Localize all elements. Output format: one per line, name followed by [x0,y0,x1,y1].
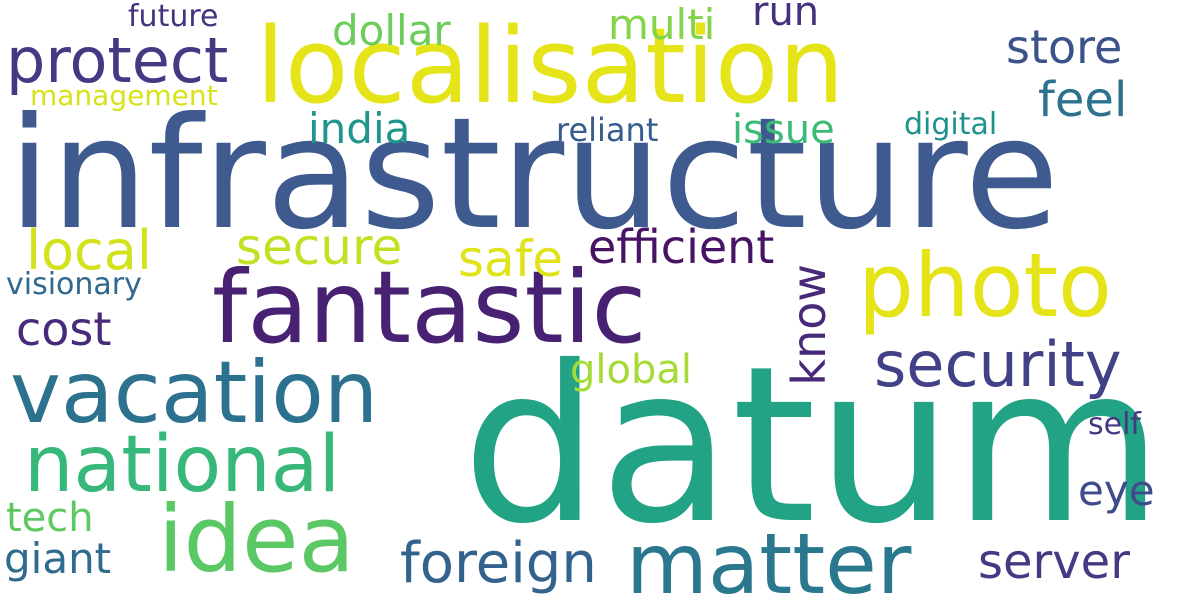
word-safe: safe [458,230,564,288]
word-visionary: visionary [6,267,142,302]
word-matter: matter [626,515,912,600]
word-localisation: localisation [256,5,845,127]
word-local: local [26,219,152,282]
word-issue: issue [732,107,835,153]
word-idea: idea [158,486,355,593]
word-national: national [24,420,341,510]
word-india: india [308,104,411,153]
word-infrastructure: infrastructure [8,85,1060,264]
word-efficient: efficient [588,220,775,274]
word-server: server [978,534,1130,590]
word-management: management [30,79,218,112]
word-photo: photo [858,234,1112,337]
word-future: future [128,0,219,34]
word-multi: multi [608,0,716,49]
word-self: self [1088,407,1141,442]
word-digital: digital [904,107,998,142]
word-datum: datum [462,320,1164,571]
word-fantastic: fantastic [212,249,647,366]
word-reliant: reliant [556,111,659,149]
word-cost: cost [16,302,112,356]
word-global: global [570,347,692,393]
word-security: security [874,328,1122,401]
word-tech: tech [6,495,94,541]
word-eye: eye [1078,466,1155,515]
word-store: store [1006,20,1123,74]
word-run: run [752,0,820,35]
word-know: know [782,264,836,386]
word-protect: protect [6,24,229,97]
word-dollar: dollar [332,6,451,55]
word-feel: feel [1038,72,1128,128]
word-vacation: vacation [10,343,379,443]
word-giant: giant [4,534,112,583]
word-secure: secure [236,218,403,276]
word-foreign: foreign [400,531,597,596]
